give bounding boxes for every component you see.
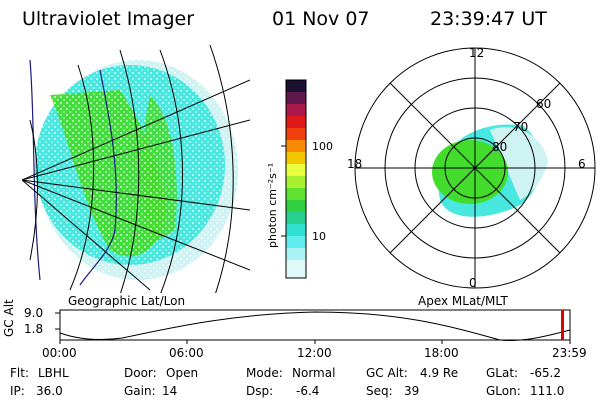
mlat-label-80: 80 <box>492 140 508 154</box>
apex-caption: Apex MLat/MLT <box>418 294 508 308</box>
status-door-label: Door: <box>124 366 157 380</box>
altitude-xtick-2359: 23:59 <box>552 346 587 360</box>
mlat-label-60: 60 <box>536 97 552 111</box>
altitude-ylabel: GC Alt <box>2 299 16 337</box>
status-gcalt-label: GC Alt: <box>366 366 408 380</box>
current-time-marker <box>561 310 564 340</box>
map-grid <box>22 45 250 293</box>
status-seq-label: Seq: <box>366 384 393 398</box>
colorbar-unit-label: photon cm⁻²s⁻¹ <box>266 162 279 248</box>
altitude-xtick-0000: 00:00 <box>42 346 77 360</box>
geographic-map <box>22 45 250 293</box>
altitude-xtick-1800: 18:00 <box>424 346 459 360</box>
altitude-plot <box>55 309 571 344</box>
geographic-caption: Geographic Lat/Lon <box>68 294 186 308</box>
mlt-label-6: 6 <box>578 157 586 171</box>
polar-green-region <box>432 140 508 204</box>
coastline <box>29 59 117 286</box>
altitude-xtick-1200: 12:00 <box>297 346 332 360</box>
status-dsp-label: Dsp: <box>246 384 274 398</box>
noise-speckle <box>30 60 250 290</box>
time-label: 23:39:47 UT <box>430 8 547 30</box>
status-flt-value: LBHL <box>38 366 69 380</box>
date-label: 01 Nov 07 <box>272 8 370 30</box>
status-gcalt-value: 4.9 Re <box>420 366 459 380</box>
mlt-label-18: 18 <box>347 157 363 171</box>
altitude-plot-frame <box>59 309 571 341</box>
altitude-curve <box>59 311 571 341</box>
status-glon-label: GLon: <box>486 384 521 398</box>
altitude-ytick-9: 9.0 <box>24 306 44 320</box>
mlt-label-0: 0 <box>469 276 477 290</box>
status-ip-label: IP: <box>10 384 25 398</box>
instrument-title: Ultraviolet Imager <box>22 8 195 30</box>
status-mode-label: Mode: <box>246 366 283 380</box>
altitude-xtick-0600: 06:00 <box>169 346 204 360</box>
colorbar-tick-100: 100 <box>312 140 333 153</box>
status-ip-value: 36.0 <box>36 384 63 398</box>
status-seq-value: 39 <box>404 384 420 398</box>
status-flt-label: Flt: <box>10 366 29 380</box>
polar-map <box>354 47 596 289</box>
status-gain-label: Gain: <box>124 384 156 398</box>
status-gain-value: 14 <box>162 384 178 398</box>
mlt-label-12: 12 <box>469 46 485 60</box>
status-mode-value: Normal <box>292 366 336 380</box>
colorbar-tick-10: 10 <box>312 230 326 243</box>
status-glat-value: -65.2 <box>530 366 562 380</box>
altitude-ytick-1.8: 1.8 <box>24 322 44 336</box>
status-glat-label: GLat: <box>486 366 519 380</box>
colorbar <box>281 79 307 279</box>
mlat-label-70: 70 <box>513 120 529 134</box>
status-glon-value: 111.0 <box>530 384 565 398</box>
mlt-diagonal-2 <box>389 82 561 254</box>
status-dsp-value: -6.4 <box>296 384 320 398</box>
status-door-value: Open <box>166 366 199 380</box>
